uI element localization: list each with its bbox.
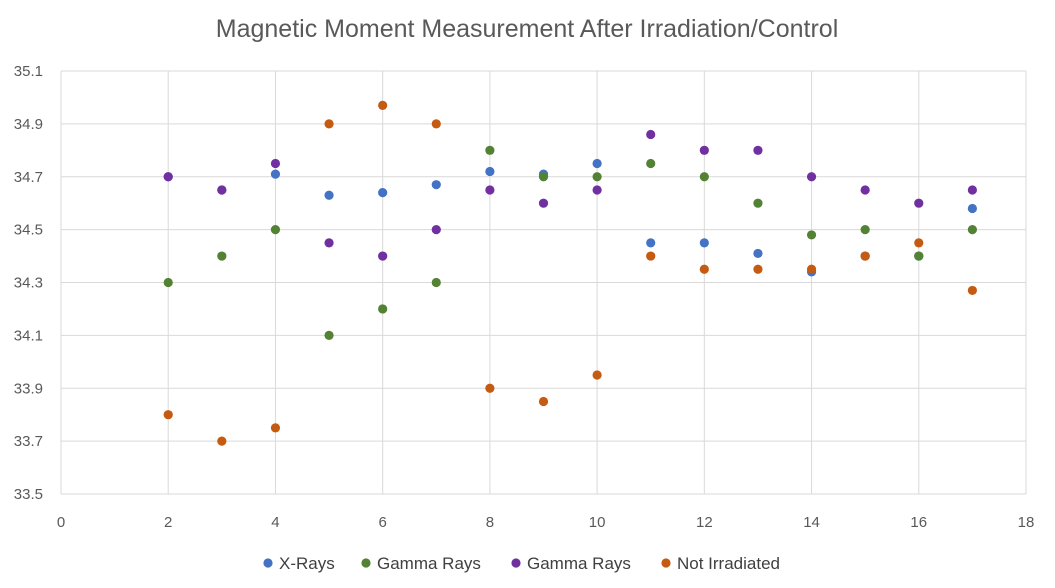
- data-point: [646, 251, 656, 261]
- data-point: [485, 145, 495, 155]
- data-point: [270, 158, 281, 169]
- data-point: [699, 238, 709, 248]
- data-point: [592, 172, 602, 182]
- data-point: [753, 145, 763, 155]
- data-point: [324, 330, 334, 340]
- x-tick-label: 16: [910, 514, 927, 531]
- y-tick-label: 33.9: [14, 380, 43, 397]
- data-point: [378, 188, 388, 198]
- data-point: [967, 225, 977, 235]
- data-point: [860, 251, 870, 261]
- data-point: [485, 185, 495, 195]
- y-tick-label: 34.5: [14, 222, 43, 239]
- data-point: [538, 172, 549, 182]
- y-tick-label: 34.3: [14, 275, 43, 292]
- legend-label: X-Rays: [279, 554, 335, 573]
- data-point: [163, 277, 173, 288]
- data-point: [324, 119, 334, 129]
- y-tick-label: 33.5: [14, 486, 43, 503]
- axes: 33.5 33.7 33.9 34.1 34.3 34.5 34.7 34.9 35.1 0 2 4 6…: [14, 63, 1035, 531]
- legend-label: Gamma Rays: [377, 554, 481, 573]
- data-point: [378, 251, 388, 261]
- x-tick-label: 6: [378, 514, 386, 531]
- data-point: [914, 198, 924, 208]
- data-point: [217, 436, 227, 446]
- data-point: [806, 264, 817, 274]
- series-2: [163, 129, 977, 261]
- x-tick-label: 8: [486, 514, 494, 531]
- data-point: [914, 238, 924, 248]
- data-point: [592, 158, 602, 169]
- legend-label: Gamma Rays: [527, 554, 631, 573]
- data-point: [699, 264, 709, 274]
- data-point: [914, 251, 924, 261]
- data-point: [485, 166, 495, 177]
- data-point: [699, 145, 709, 155]
- gridlines: [60, 70, 1027, 495]
- data-point: [967, 203, 977, 214]
- data-point: [860, 185, 870, 195]
- y-tick-label: 34.1: [14, 327, 43, 344]
- data-point: [646, 238, 656, 248]
- data-point: [217, 251, 227, 261]
- data-point: [806, 230, 817, 240]
- data-point: [485, 383, 495, 393]
- x-tick-label: 10: [589, 514, 606, 531]
- series-3: [163, 100, 977, 446]
- x-tick-label: 2: [164, 514, 172, 531]
- data-points: [163, 100, 977, 446]
- y-tick-label: 34.7: [14, 169, 43, 186]
- x-tick-label: 12: [696, 514, 713, 531]
- data-point: [270, 225, 281, 235]
- data-point: [967, 285, 977, 296]
- data-point: [378, 304, 388, 314]
- legend-marker: [511, 558, 521, 568]
- data-point: [163, 410, 173, 420]
- data-point: [378, 100, 388, 110]
- data-point: [270, 169, 281, 179]
- series-1: [163, 145, 977, 340]
- x-tick-label: 14: [803, 514, 820, 531]
- data-point: [753, 248, 763, 259]
- data-point: [753, 198, 763, 208]
- data-point: [592, 185, 602, 195]
- data-point: [431, 119, 441, 129]
- legend-marker: [661, 558, 671, 568]
- data-point: [270, 423, 281, 433]
- data-point: [753, 264, 763, 274]
- data-point: [646, 129, 656, 140]
- data-point: [217, 185, 227, 195]
- data-point: [163, 172, 173, 182]
- data-point: [592, 370, 602, 380]
- data-point: [967, 185, 977, 195]
- data-point: [646, 158, 656, 169]
- data-point: [538, 198, 549, 208]
- legend-marker: [361, 558, 371, 568]
- x-tick-label: 18: [1018, 514, 1035, 531]
- data-point: [538, 396, 549, 407]
- legend-label: Not Irradiated: [677, 554, 780, 573]
- data-point: [699, 172, 709, 182]
- x-tick-label: 0: [57, 514, 65, 531]
- legend: X-Rays Gamma Rays Gamma Rays Not Irradiated: [263, 554, 780, 573]
- data-point: [431, 277, 441, 288]
- data-point: [431, 180, 441, 190]
- data-point: [324, 190, 334, 200]
- data-point: [324, 238, 334, 248]
- y-tick-label: 34.9: [14, 116, 43, 133]
- y-tick-label: 35.1: [14, 63, 43, 80]
- data-point: [806, 172, 817, 182]
- data-point: [860, 225, 870, 235]
- x-tick-label: 4: [271, 514, 279, 531]
- data-point: [431, 225, 441, 235]
- legend-marker: [263, 558, 273, 568]
- y-tick-label: 33.7: [14, 433, 43, 450]
- chart-title: Magnetic Moment Measurement After Irradi…: [216, 15, 839, 43]
